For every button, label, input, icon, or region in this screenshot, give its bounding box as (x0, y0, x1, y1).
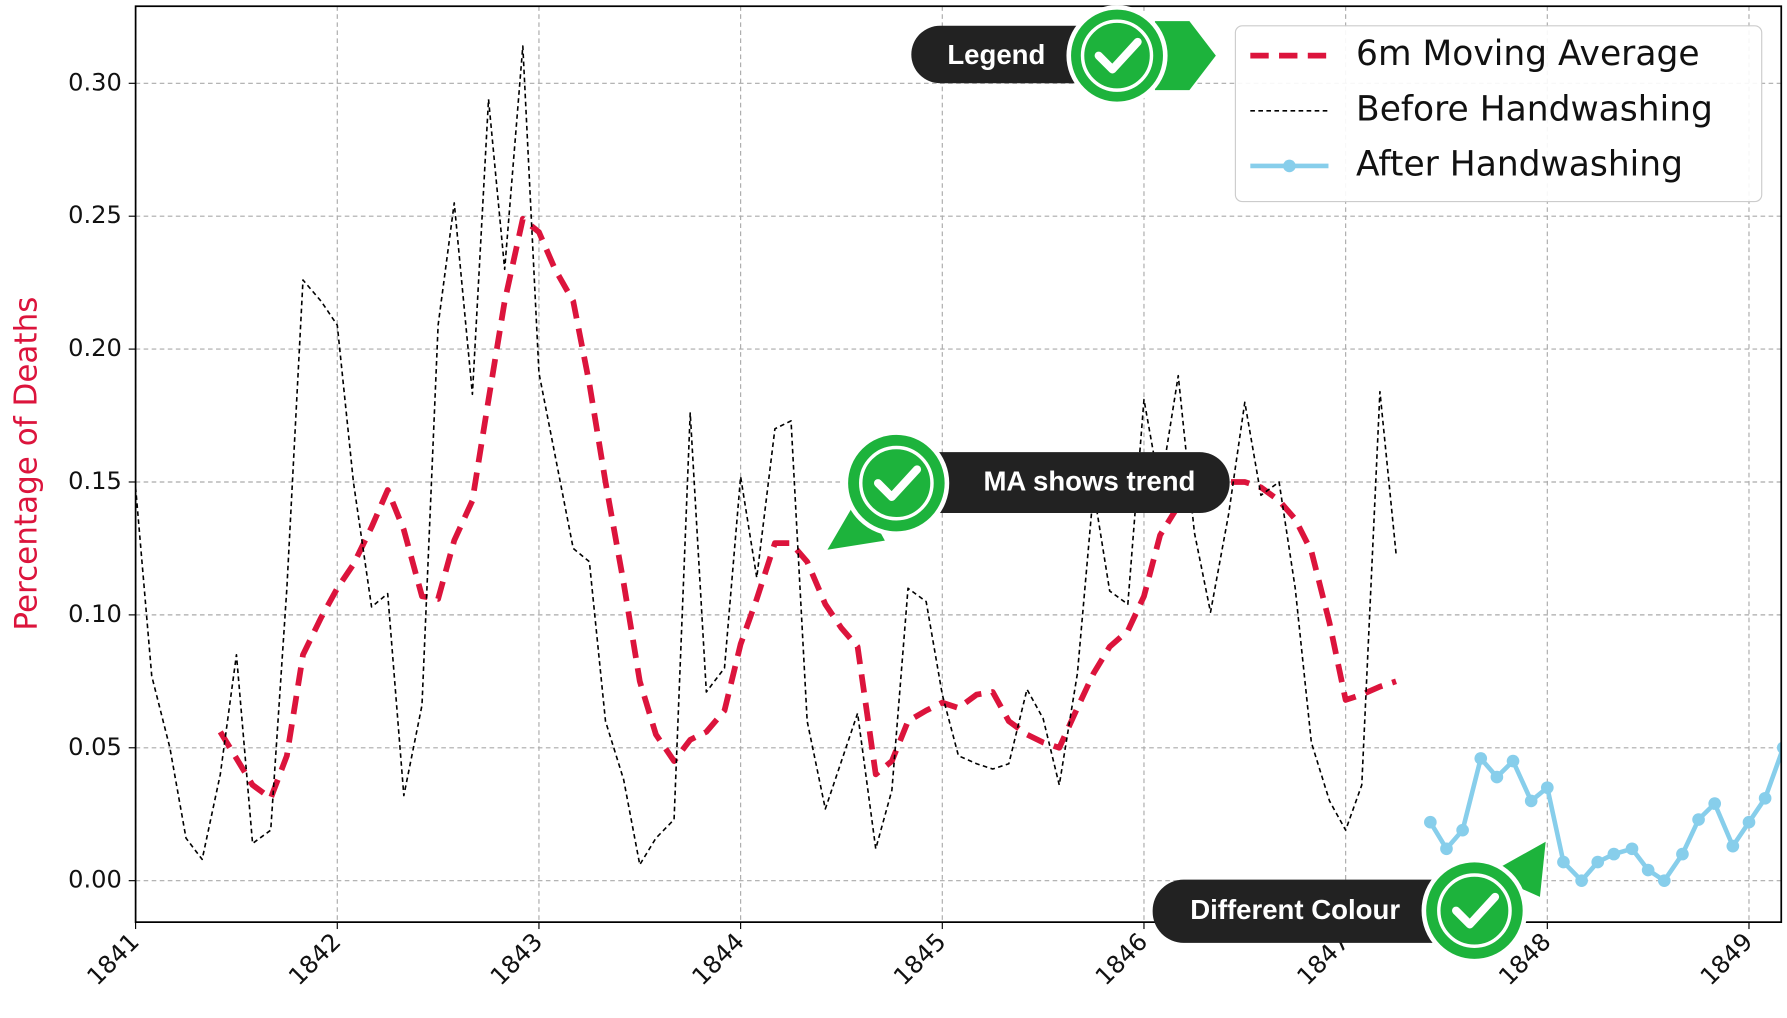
data-point (1474, 752, 1488, 765)
data-point (1692, 813, 1705, 826)
data-point (1607, 847, 1621, 861)
series-line (1428, 747, 1782, 883)
data-point (1575, 874, 1588, 887)
legend-box (1234, 25, 1763, 203)
data-point (1540, 781, 1554, 794)
series-line (217, 215, 1397, 802)
y-tick-label: 0.05 (68, 733, 122, 761)
data-point (1676, 847, 1689, 861)
data-point (1708, 797, 1722, 810)
data-point (1776, 741, 1782, 754)
x-tick-label: 1844 (687, 928, 750, 991)
callout-text: Legend (947, 39, 1045, 70)
data-point (1591, 855, 1605, 869)
legend-marker (1283, 159, 1296, 173)
data-point (1557, 855, 1570, 869)
x-tick-label: 1845 (888, 928, 951, 991)
legend-label: 6m Moving Average (1356, 34, 1700, 74)
data-point (1742, 815, 1756, 829)
x-tick-label: 1846 (1090, 928, 1153, 991)
data-point (1424, 815, 1437, 829)
x-tick-label: 1843 (485, 928, 548, 991)
data-point (1524, 794, 1538, 808)
data-point (1490, 770, 1504, 784)
grid (135, 6, 1782, 923)
callout-legend: Legend (911, 5, 1216, 107)
callout-ma: MA shows trend (827, 430, 1230, 550)
callout-colour: Different Colour (1152, 841, 1546, 964)
y-tick-label: 0.10 (68, 600, 122, 628)
data-point (1625, 842, 1639, 856)
callout-text: MA shows trend (983, 465, 1195, 496)
data-point (1758, 791, 1772, 805)
legend-label: After Handwashing (1356, 144, 1683, 184)
data-point (1506, 754, 1520, 768)
axes-frame (134, 5, 1783, 923)
data-point (1726, 839, 1740, 853)
data-point (1641, 863, 1655, 877)
y-axis-label: Percentage of Deaths (9, 297, 45, 631)
y-tick-label: 0.15 (68, 467, 122, 495)
data-point (1456, 823, 1469, 837)
data-point (1657, 874, 1671, 887)
data-point (1440, 842, 1453, 856)
x-tick-label: 1841 (82, 928, 145, 991)
legend-label: Before Handwashing (1356, 89, 1713, 129)
x-tick-label: 1849 (1695, 928, 1758, 991)
x-tick-label: 1842 (283, 928, 346, 991)
y-tick-label: 0.30 (68, 68, 122, 96)
y-tick-label: 0.00 (68, 866, 122, 894)
y-tick-label: 0.25 (68, 201, 122, 229)
callout-text: Different Colour (1190, 894, 1400, 925)
legend: 6m Moving Average Before Handwashing After… (1234, 25, 1763, 203)
y-tick-label: 0.20 (68, 334, 122, 362)
